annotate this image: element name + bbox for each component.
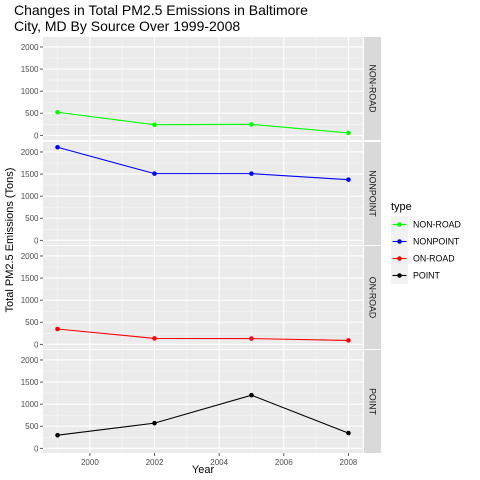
y-tick-label: 2000 xyxy=(21,43,39,52)
facet-strip-on-road: ON-ROAD xyxy=(364,246,381,349)
panel-background xyxy=(43,350,363,453)
panel-background xyxy=(43,246,363,349)
data-point-nonpoint-2005 xyxy=(249,171,254,176)
x-tick-label: 2006 xyxy=(275,458,293,467)
panel-point: 0 500 1000 1500 2000 POINT xyxy=(21,350,381,453)
y-tick-label: 1500 xyxy=(21,274,39,283)
facet-strip-background xyxy=(364,142,381,245)
data-point-point-1999 xyxy=(55,432,60,438)
facet-panels: 0 500 1000 1500 2000 NON-ROAD 0 500 1000 1500 2000… xyxy=(21,37,381,453)
panel-on-road: 0 500 1000 1500 2000 ON-ROAD xyxy=(21,246,381,349)
data-point-nonpoint-1999 xyxy=(55,144,60,150)
data-point-point-2005 xyxy=(249,392,254,398)
legend-item-nonpoint: NONPOINT xyxy=(391,233,460,250)
legend-item-non-road: NON-ROAD xyxy=(391,216,461,233)
legend-item-on-road: ON-ROAD xyxy=(391,250,455,267)
series-line-nonpoint xyxy=(57,146,349,181)
y-tick-label: 1000 xyxy=(21,296,39,305)
y-tick-label: 1000 xyxy=(21,192,39,201)
series-line-point xyxy=(57,394,349,436)
y-tick-label: 1000 xyxy=(21,87,39,96)
y-tick-label: 0 xyxy=(34,444,39,453)
y-tick-label: 500 xyxy=(25,214,39,223)
y-tick-label: 0 xyxy=(34,236,39,245)
y-tick-label: 2000 xyxy=(21,148,39,157)
data-point-nonpoint-2008 xyxy=(346,177,351,182)
facet-strip-label: NON-ROAD xyxy=(368,65,378,113)
data-point-on-road-2008 xyxy=(346,338,351,343)
y-tick-label: 0 xyxy=(34,131,39,140)
panel-background xyxy=(43,142,363,245)
facet-strip-label: POINT xyxy=(368,388,378,416)
data-point-on-road-2005 xyxy=(249,336,254,341)
y-tick-label: 500 xyxy=(25,109,39,118)
chart-title: Changes in Total PM2.5 Emissions in Balt… xyxy=(14,2,308,34)
x-tick-label: 2002 xyxy=(146,458,164,467)
data-point-point-2008 xyxy=(346,430,351,436)
data-point-on-road-1999 xyxy=(55,326,60,332)
panel-nonpoint: 0 500 1000 1500 2000 NONPOINT xyxy=(21,142,381,245)
x-tick-label: 2008 xyxy=(340,458,358,467)
chart-title-line-1: Changes in Total PM2.5 Emissions in Balt… xyxy=(14,2,308,18)
x-axis: 2000 2002 2004 2006 2008 xyxy=(81,453,358,467)
legend-title: type xyxy=(391,201,412,213)
facet-strip-label: ON-ROAD xyxy=(368,277,378,319)
legend-label: POINT xyxy=(413,271,441,281)
legend-label: NON-ROAD xyxy=(413,220,461,230)
y-axis-title: Total PM2.5 Emissions (Tons) xyxy=(4,168,16,313)
data-point-point-2002 xyxy=(152,420,157,426)
data-point-non-road-2005 xyxy=(249,122,254,127)
x-tick-label: 2004 xyxy=(210,458,228,467)
data-point-non-road-1999 xyxy=(55,109,60,115)
panel-non-road: 0 500 1000 1500 2000 NON-ROAD xyxy=(21,37,381,140)
facet-strip-background xyxy=(364,246,381,349)
facet-strip-non-road: NON-ROAD xyxy=(364,37,381,140)
y-tick-label: 500 xyxy=(25,318,39,327)
legend-key-point xyxy=(397,239,402,244)
legend-label: ON-ROAD xyxy=(413,254,455,264)
y-tick-label: 1500 xyxy=(21,378,39,387)
y-tick-label: 2000 xyxy=(21,356,39,365)
data-point-on-road-2002 xyxy=(152,336,157,341)
facet-strip-nonpoint: NONPOINT xyxy=(364,142,381,245)
legend-key-point xyxy=(397,273,402,278)
legend-key-point xyxy=(397,256,402,261)
facet-strip-point: POINT xyxy=(364,350,381,453)
data-point-non-road-2008 xyxy=(346,130,351,136)
data-point-non-road-2002 xyxy=(152,122,157,128)
y-tick-label: 2000 xyxy=(21,252,39,261)
x-tick-label: 2000 xyxy=(81,458,99,467)
legend-label: NONPOINT xyxy=(413,237,460,247)
series-line-non-road xyxy=(57,111,349,134)
legend-key-point xyxy=(397,222,402,227)
series-line-on-road xyxy=(57,328,349,341)
facet-strip-background xyxy=(364,37,381,140)
legend-item-point: POINT xyxy=(391,267,441,284)
chart-title-line-2: City, MD By Source Over 1999-2008 xyxy=(14,18,240,34)
y-tick-label: 1000 xyxy=(21,400,39,409)
panel-background xyxy=(43,37,363,140)
y-tick-label: 1500 xyxy=(21,65,39,74)
x-axis-title: Year xyxy=(192,464,215,476)
facet-strip-label: NONPOINT xyxy=(368,170,378,217)
data-point-nonpoint-2002 xyxy=(152,171,157,176)
y-tick-label: 500 xyxy=(25,422,39,431)
y-tick-label: 1500 xyxy=(21,170,39,179)
y-tick-label: 0 xyxy=(34,340,39,349)
facet-strip-background xyxy=(364,350,381,453)
